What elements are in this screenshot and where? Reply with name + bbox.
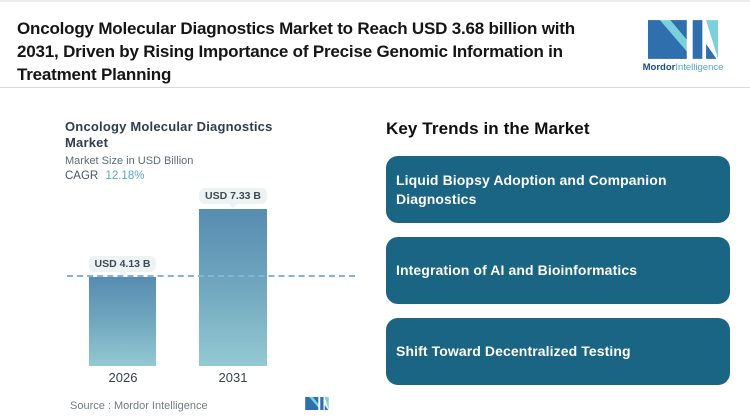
page-title: Oncology Molecular Diagnostics Market to… (17, 15, 640, 86)
bar-chart: USD 4.13 B USD 7.33 B (65, 188, 355, 366)
source-row: Source : Mordor Intelligence (65, 397, 355, 415)
page-title-line-2: 2031, Driven by Rising Importance of Pre… (17, 42, 563, 61)
trend-cards: Liquid Biopsy Adoption and Companion Dia… (386, 156, 730, 385)
value-pill-2026: USD 4.13 B (89, 256, 156, 272)
x-axis: 2026 2031 (65, 370, 355, 386)
page-title-line-1: Oncology Molecular Diagnostics Market to… (17, 19, 575, 38)
bar-group-2026: USD 4.13 B (89, 188, 156, 366)
pill-pointer (229, 204, 237, 208)
trend-card-label: Liquid Biopsy Adoption and Companion Dia… (396, 171, 667, 207)
chart-panel: Oncology Molecular Diagnostics Market Ma… (0, 88, 370, 415)
bar-2031 (199, 209, 267, 366)
bar-group-2031: USD 7.33 B (199, 188, 267, 366)
trend-card-ai-bioinformatics: Integration of AI and Bioinformatics (386, 237, 730, 304)
pill-pointer (118, 272, 127, 276)
source-label: Source : Mordor Intelligence (70, 400, 208, 412)
x-axis-label-2026: 2026 (108, 370, 138, 385)
chart-title-line-2: Market (65, 135, 109, 150)
mordor-logo-icon (648, 20, 718, 59)
brand-name-primary: Mordor (642, 62, 676, 73)
trends-panel: Key Trends in the Market Liquid Biopsy A… (386, 88, 730, 415)
bar-2026 (89, 277, 156, 366)
page-title-line-3: Treatment Planning (17, 65, 172, 84)
trend-card-label: Shift Toward Decentralized Testing (396, 343, 631, 359)
brand-name-secondary: Intelligence (675, 62, 724, 73)
main-content: Oncology Molecular Diagnostics Market Ma… (0, 88, 750, 415)
brand-logo: MordorIntelligence (640, 20, 726, 73)
chart-title-line-1: Oncology Molecular Diagnostics (65, 119, 273, 134)
trends-heading: Key Trends in the Market (386, 119, 590, 138)
chart-subtitle: Market Size in USD Billion (65, 155, 194, 167)
source-logo-icon (305, 397, 329, 415)
chart-title: Oncology Molecular Diagnostics Market (65, 119, 370, 151)
reference-dashed-line (67, 275, 355, 277)
header: Oncology Molecular Diagnostics Market to… (0, 2, 750, 88)
cagr-row: CAGR 12.18% (65, 170, 370, 182)
trend-card-label: Integration of AI and Bioinformatics (396, 262, 638, 278)
trend-card-decentralized-testing: Shift Toward Decentralized Testing (386, 318, 730, 385)
cagr-value: 12.18% (105, 170, 145, 182)
brand-wordmark: MordorIntelligence (643, 62, 724, 73)
x-axis-label-2031: 2031 (218, 370, 248, 385)
value-pill-2031: USD 7.33 B (199, 188, 267, 204)
cagr-label: CAGR (65, 170, 99, 182)
trend-card-liquid-biopsy: Liquid Biopsy Adoption and Companion Dia… (386, 156, 730, 223)
